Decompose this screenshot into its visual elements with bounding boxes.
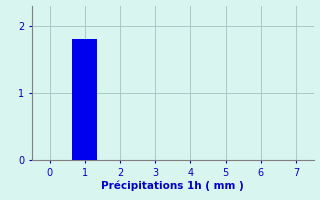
Bar (73, 39, 97, 160)
X-axis label: Précipitations 1h ( mm ): Précipitations 1h ( mm ) (101, 180, 244, 191)
